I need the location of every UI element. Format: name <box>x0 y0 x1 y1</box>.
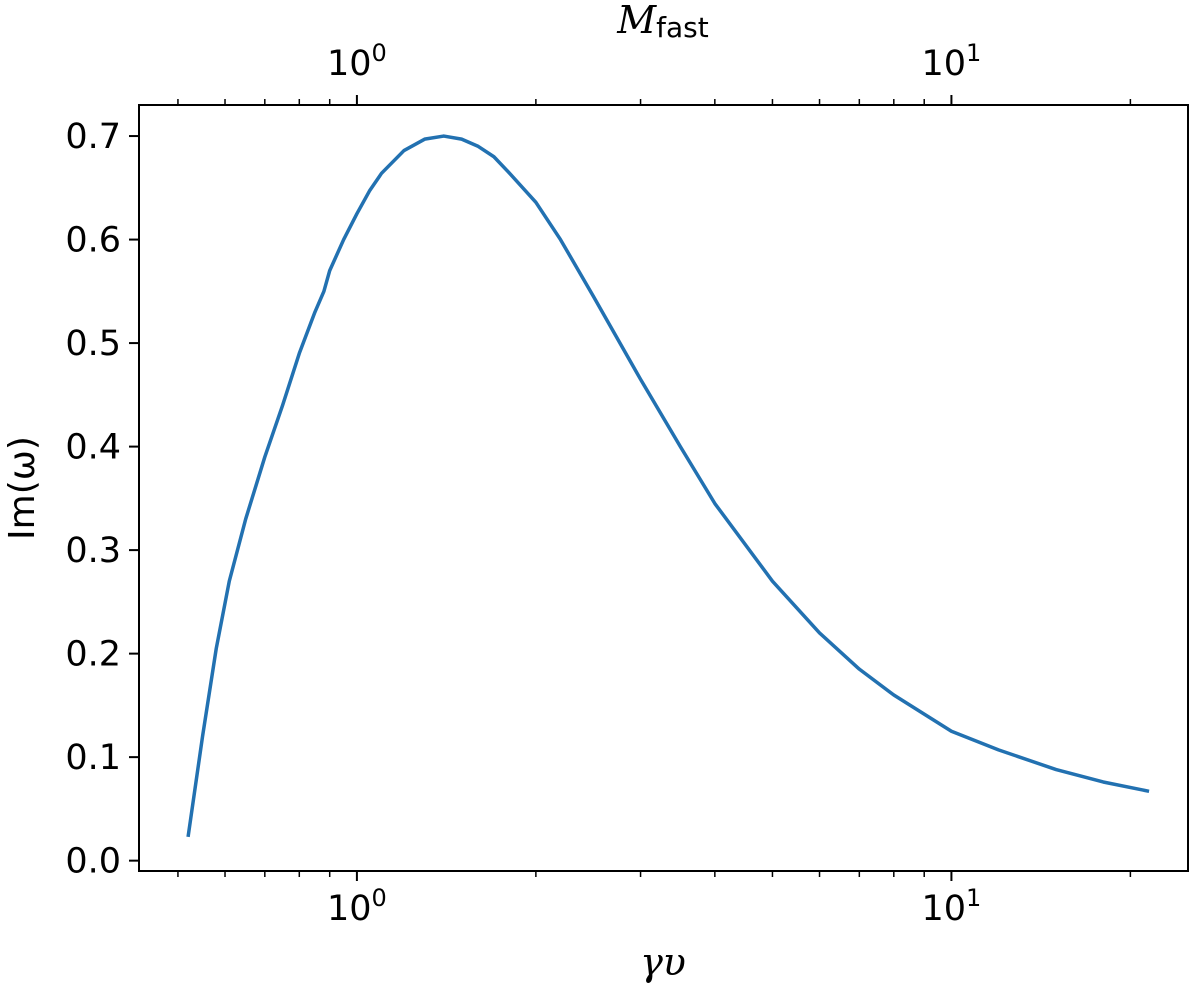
y-tick-label: 0.7 <box>65 117 121 157</box>
x-tick-label: 100 <box>327 884 387 929</box>
series-line <box>186 134 1150 838</box>
plot-frame <box>138 104 1189 872</box>
y-tick-label: 0.5 <box>65 324 121 364</box>
x2-tick-label: 100 <box>327 39 387 84</box>
y-tick-label: 0.3 <box>65 531 121 571</box>
top-axis-label: Mfast <box>616 0 709 44</box>
y-tick-label: 0.2 <box>65 635 121 675</box>
x-axis-label: γυ <box>640 940 686 984</box>
y-axis-label: Im(ω) <box>2 436 43 540</box>
x-tick-label: 101 <box>922 884 982 929</box>
y-tick-label: 0.6 <box>65 221 121 261</box>
y-tick-label: 0.0 <box>65 842 121 882</box>
y-tick-label: 0.1 <box>65 738 121 778</box>
x2-tick-label: 101 <box>922 39 982 84</box>
y-tick-label: 0.4 <box>65 428 121 468</box>
